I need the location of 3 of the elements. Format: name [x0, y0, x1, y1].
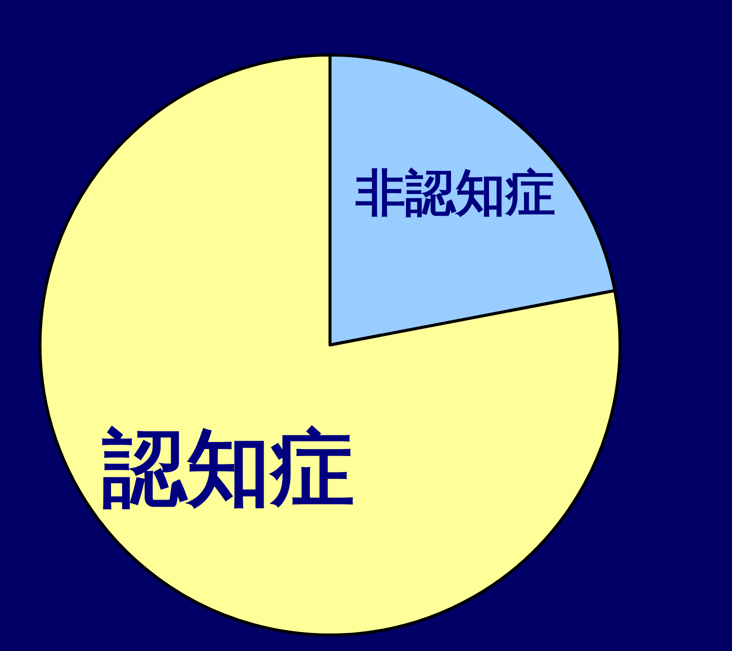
pie-slice	[38, 54, 621, 636]
slice-label: 認知症	[101, 418, 354, 517]
slice-label: 非認知症	[354, 164, 556, 222]
